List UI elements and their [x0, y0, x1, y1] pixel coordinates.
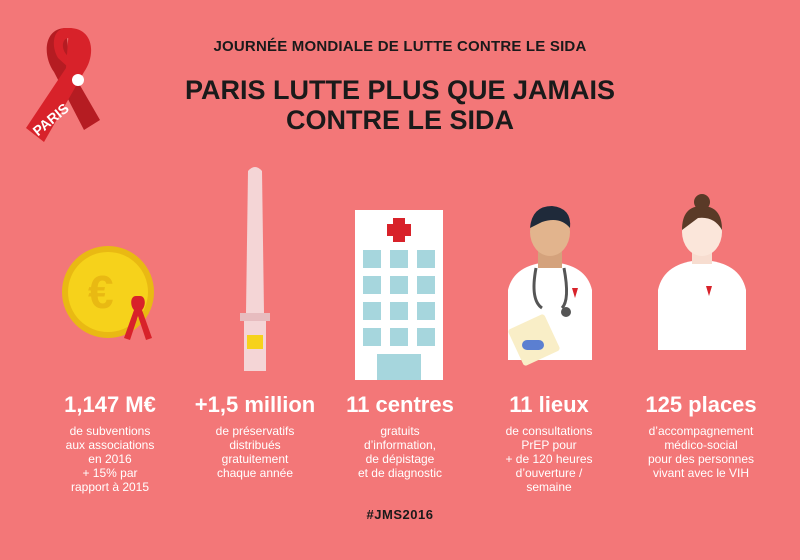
event-subtitle: JOURNÉE MONDIALE DE LUTTE CONTRE LE SIDA: [213, 38, 587, 55]
stat-description: de préservatifs distribués gratuitement …: [215, 424, 295, 480]
svg-text:€: €: [88, 266, 114, 318]
hospital-icon: [355, 210, 443, 380]
stat-description: de subventions aux associations en 2016 …: [65, 424, 155, 494]
stat-condoms: +1,5 million de préservatifs distribués …: [180, 392, 330, 480]
hashtag: #JMS2016: [366, 507, 434, 522]
page-title: PARIS LUTTE PLUS QUE JAMAIS CONTRE LE SI…: [184, 75, 616, 135]
stat-value: 1,147 M€: [64, 392, 156, 417]
stat-description: de consultations PrEP pour + de 120 heur…: [505, 424, 593, 494]
stat-description: gratuits d’information, de dépistage et …: [357, 424, 443, 480]
stat-subsidies: 1,147 M€ de subventions aux associations…: [35, 392, 185, 494]
stat-value: 11 lieux: [509, 392, 589, 417]
stat-value: 11 centres: [346, 392, 454, 417]
doctor-icon: [508, 206, 592, 366]
stat-value: +1,5 million: [194, 392, 316, 417]
stat-prep-sites: 11 lieux de consultations PrEP pour + de…: [474, 392, 624, 494]
obelisk-condom-icon: [240, 167, 270, 371]
stat-description: d’accompagnement médico-social pour des …: [647, 424, 755, 480]
aids-ribbon-logo: PARIS: [26, 28, 100, 142]
stat-value: 125 places: [645, 392, 757, 417]
stat-places: 125 places d’accompagnement médico-socia…: [626, 392, 776, 480]
stat-centers: 11 centres gratuits d’information, de dé…: [325, 392, 475, 480]
nurse-icon: [658, 194, 746, 350]
euro-coin-icon: €: [62, 246, 154, 340]
